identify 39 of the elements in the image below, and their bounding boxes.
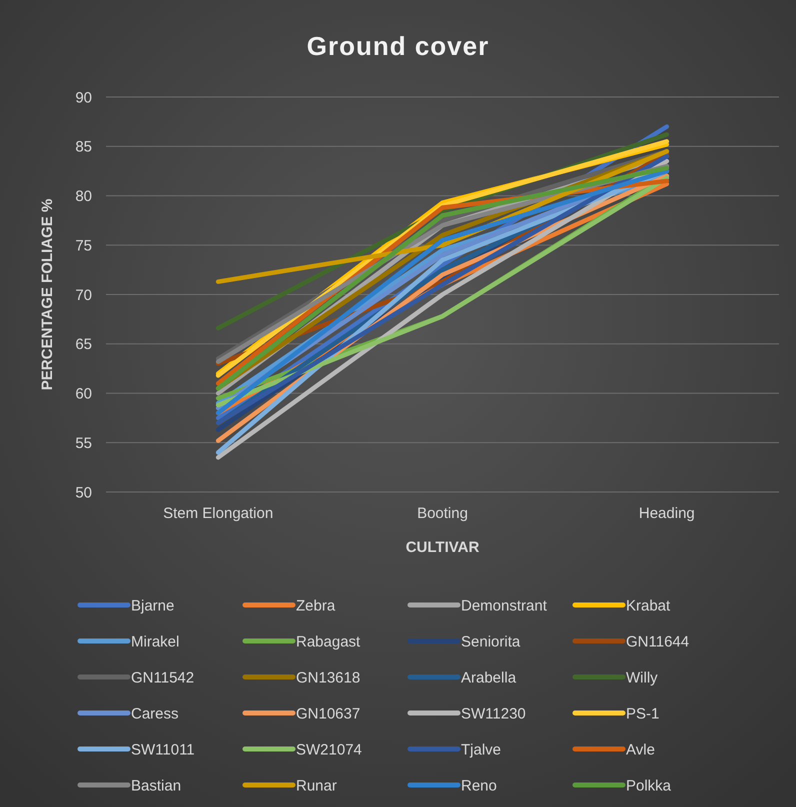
y-tick-label: 85 xyxy=(75,138,92,156)
legend-label: Mirakel xyxy=(131,633,180,650)
legend-label: Polkka xyxy=(626,777,672,794)
legend-label: Rabagast xyxy=(296,633,362,650)
y-tick-label: 50 xyxy=(75,484,92,502)
legend-label: SW11011 xyxy=(131,741,195,758)
legend-label: GN13618 xyxy=(296,669,360,686)
legend-label: Bastian xyxy=(131,777,182,794)
y-axis-title: PERCENTAGE FOLIAGE % xyxy=(39,198,56,390)
legend-label: Reno xyxy=(461,777,497,794)
legend-label: PS-1 xyxy=(626,705,660,722)
legend-label: Tjalve xyxy=(461,741,502,758)
y-tick-label: 70 xyxy=(75,286,92,304)
legend-label: Zebra xyxy=(296,597,336,614)
legend-label: SW11230 xyxy=(461,705,526,722)
y-tick-label: 90 xyxy=(75,89,92,106)
legend-label: GN11644 xyxy=(626,633,690,650)
legend-label: Bjarne xyxy=(131,597,174,614)
legend-label: Demonstrant xyxy=(461,597,548,614)
legend-label: GN11542 xyxy=(131,669,194,686)
x-tick-label: Stem Elongation xyxy=(163,505,274,522)
legend-label: GN10637 xyxy=(296,705,360,722)
legend-label: SW21074 xyxy=(296,741,362,758)
x-axis-title: CULTIVAR xyxy=(406,539,480,556)
legend-label: Avle xyxy=(626,741,655,758)
x-tick-label: Heading xyxy=(638,505,695,522)
legend-label: Willy xyxy=(626,669,658,686)
x-tick-label: Booting xyxy=(417,505,468,522)
y-tick-label: 55 xyxy=(75,434,92,452)
y-tick-label: 80 xyxy=(75,188,92,205)
legend-label: Arabella xyxy=(461,669,517,686)
legend-label: Runar xyxy=(296,777,337,794)
y-tick-label: 65 xyxy=(75,336,92,354)
y-tick-label: 60 xyxy=(75,386,92,402)
chart-title: Ground cover xyxy=(306,31,490,61)
legend-label: Krabat xyxy=(626,597,672,614)
y-tick-label: 75 xyxy=(75,237,92,254)
legend-label: Seniorita xyxy=(461,633,521,650)
legend-label: Caress xyxy=(131,705,179,722)
